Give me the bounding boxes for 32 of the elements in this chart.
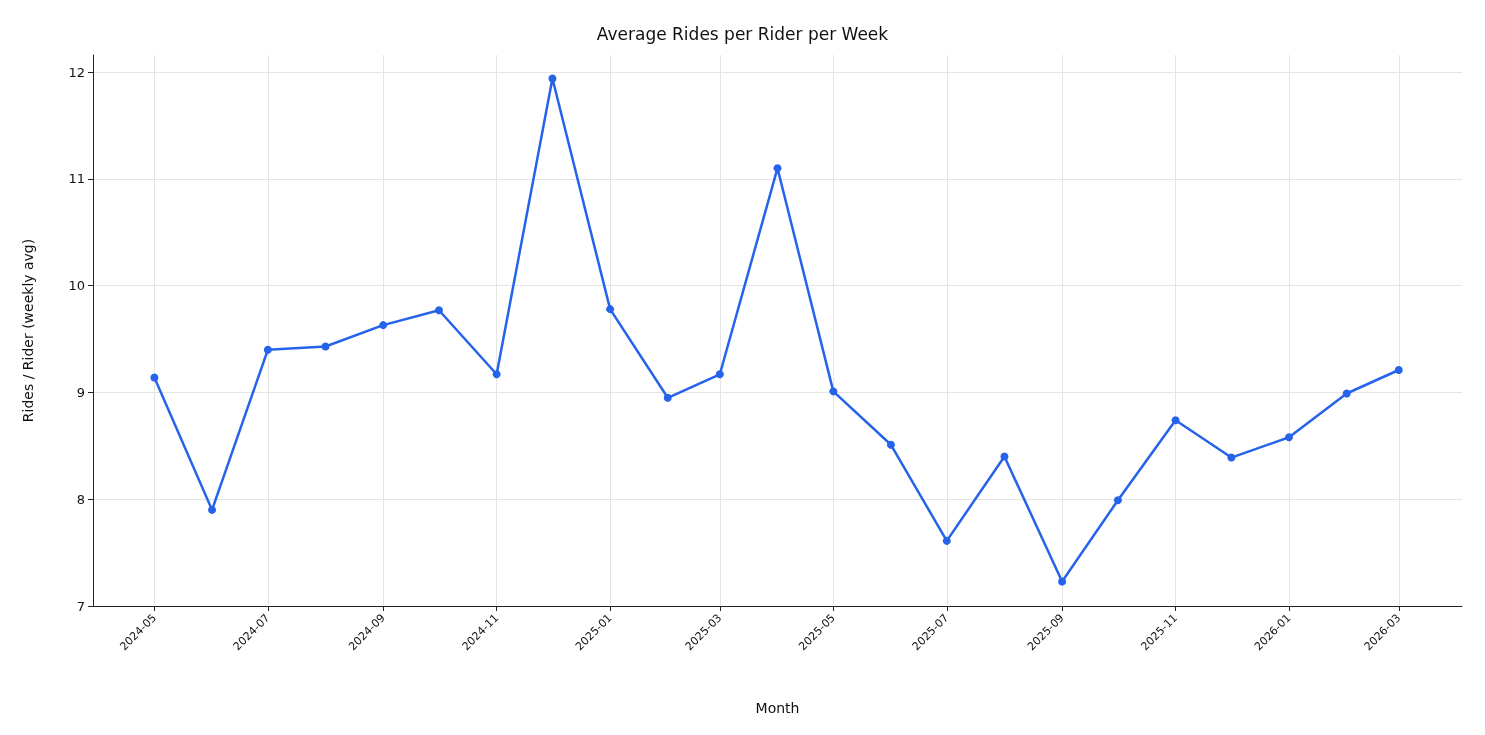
point (886, 440, 895, 449)
point (715, 370, 724, 379)
point (1171, 416, 1180, 425)
point (1000, 452, 1009, 461)
point (379, 321, 388, 330)
y-tick-label: 8 (76, 491, 85, 507)
y-tick-label: 10 (68, 278, 85, 294)
point (321, 342, 330, 351)
y-tick-label: 9 (76, 384, 85, 400)
point (773, 164, 782, 173)
point (663, 393, 672, 402)
point (1113, 496, 1122, 505)
point (548, 74, 557, 83)
point (606, 305, 615, 314)
point (1058, 577, 1067, 586)
point (1285, 433, 1294, 442)
point (1394, 366, 1403, 375)
point (942, 536, 951, 545)
point (1342, 389, 1351, 398)
point (829, 387, 838, 396)
point (1227, 453, 1236, 462)
y-tick-label: 7 (76, 598, 85, 614)
x-axis-title: Month (755, 700, 800, 716)
y-axis-title: Rides / Rider (weekly avg) (20, 238, 36, 423)
y-tick-label: 11 (68, 171, 85, 187)
point (492, 370, 501, 379)
point (150, 373, 159, 382)
chart-title: Average Rides per Rider per Week (596, 23, 889, 44)
point (263, 345, 272, 354)
point (434, 306, 443, 315)
y-tick-label: 12 (68, 64, 85, 80)
point (208, 505, 217, 514)
